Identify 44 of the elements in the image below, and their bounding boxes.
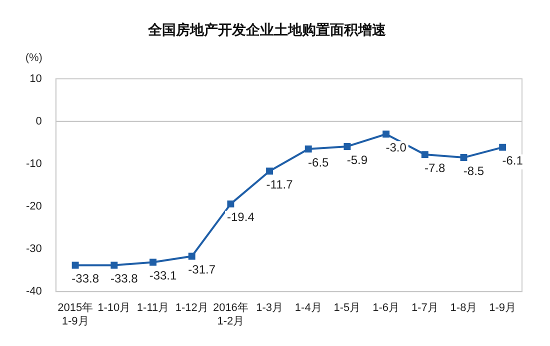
point	[421, 151, 428, 158]
point	[499, 144, 506, 151]
data-label: -33.1	[149, 268, 177, 283]
data-label: -31.7	[188, 262, 216, 277]
data-label: -33.8	[110, 272, 138, 286]
point	[110, 262, 118, 269]
data-label: -3.0	[386, 140, 407, 154]
x-tick-label: 1-4月	[294, 302, 322, 314]
data-label: -19.4	[227, 210, 255, 224]
point	[344, 142, 351, 150]
x-tick-label: 2015年 1-9月	[58, 302, 94, 328]
x-tick-label: 1-7月	[411, 302, 438, 314]
point	[227, 200, 234, 208]
y-axis-title: (%)	[25, 52, 42, 64]
point	[266, 168, 274, 175]
y-tick-label: -10	[26, 158, 42, 170]
x-tick-label: 1-12月	[175, 302, 208, 314]
x-tick-label: 1-10月	[98, 302, 131, 314]
data-label: -33.8	[72, 272, 100, 286]
point	[72, 262, 79, 269]
data-label: -5.9	[346, 152, 368, 167]
x-tick-label: 1-6月	[372, 302, 400, 314]
x-tick-label: 1-3月	[256, 302, 283, 314]
y-tick-label: -20	[26, 200, 42, 213]
point	[382, 130, 390, 138]
chart-title: 全国房地产开发企业土地购置面积增速	[147, 21, 387, 38]
point	[188, 252, 196, 260]
data-label: -6.1	[502, 154, 524, 168]
point	[150, 258, 156, 266]
y-tick-label: 0	[36, 115, 42, 128]
x-tick-label: 1-11月	[136, 302, 170, 314]
x-tick-label: 1-9月	[489, 302, 516, 314]
y-tick-label: 10	[30, 72, 42, 85]
x-tick-label: 2016年 1-2月	[212, 302, 248, 328]
y-tick-label: -40	[26, 286, 42, 298]
data-label: -11.7	[266, 177, 294, 192]
x-tick-label: 1-5月	[334, 302, 361, 314]
y-tick-label: -30	[26, 243, 42, 256]
data-label: -8.5	[463, 164, 484, 178]
point	[460, 154, 468, 162]
point	[304, 146, 312, 152]
data-label: -7.8	[424, 160, 446, 175]
x-tick-label: 1-8月	[450, 302, 478, 314]
data-label: -6.5	[308, 155, 330, 170]
